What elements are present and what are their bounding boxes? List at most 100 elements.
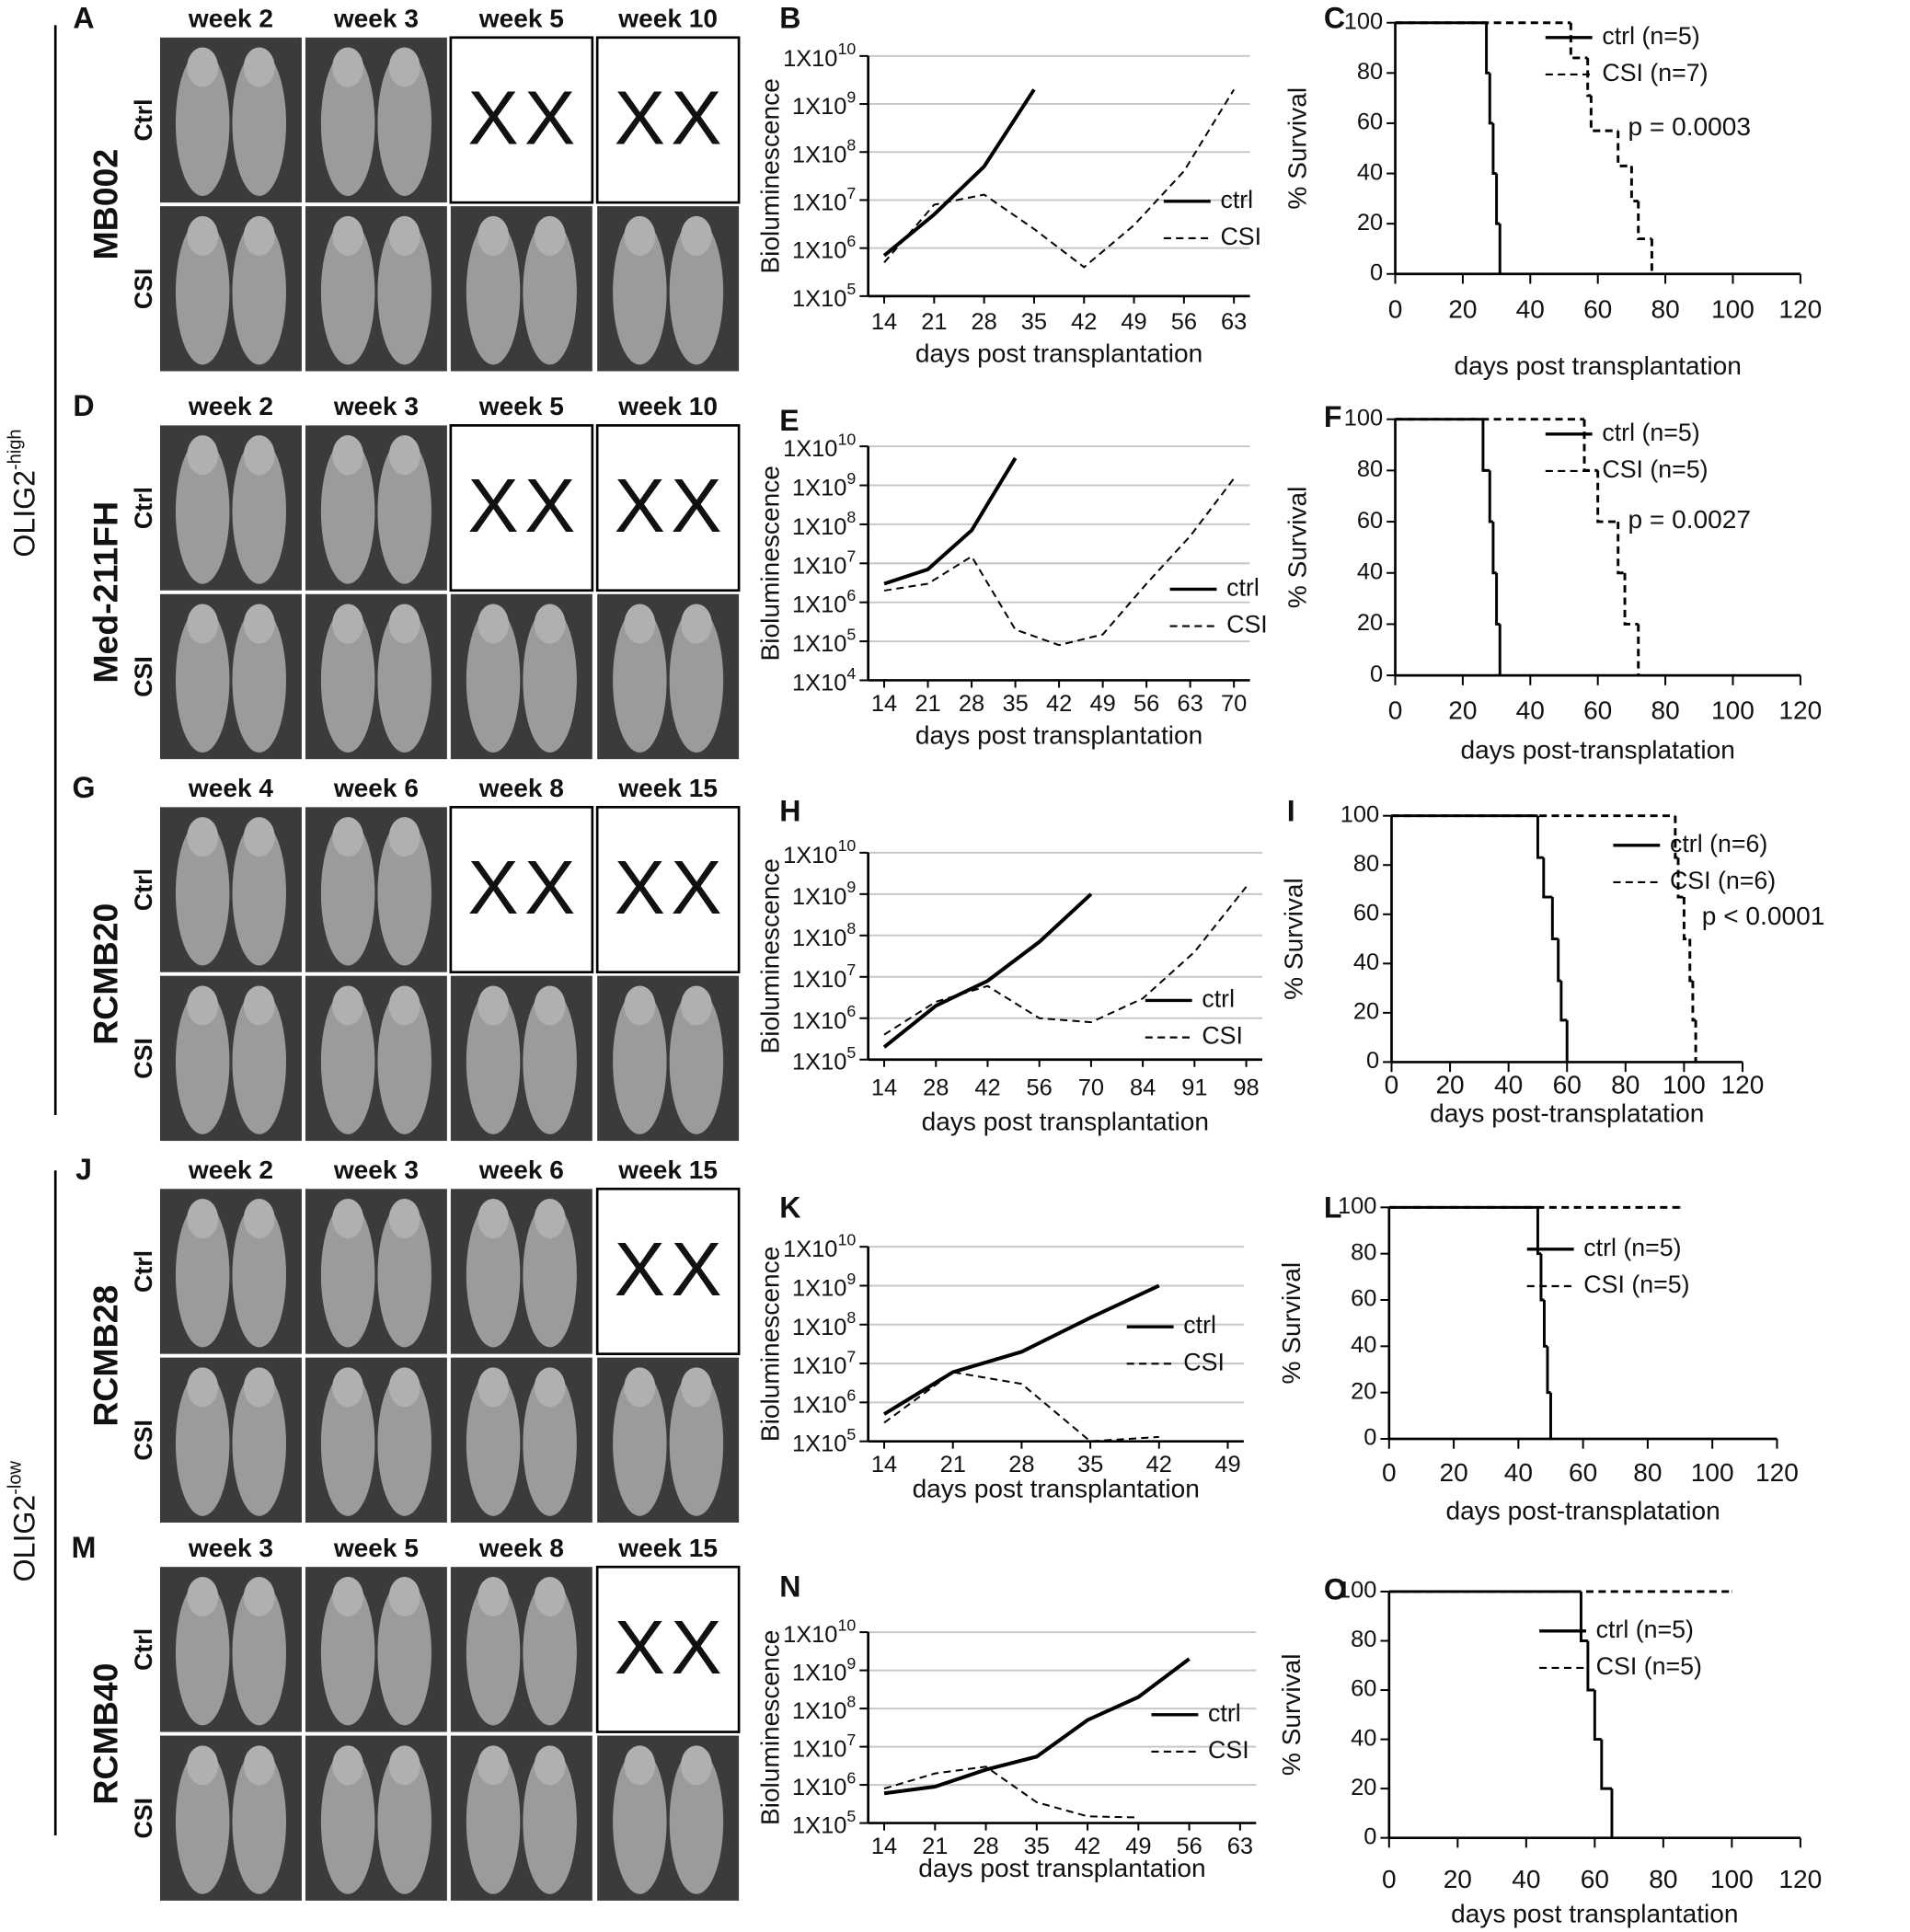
dead-marker: X [524,845,575,930]
x-tick-label: 60 [1553,1071,1582,1099]
x-tick-label: 120 [1778,294,1822,323]
y-axis-title: Bioluminescence [756,78,785,273]
mouse-head [680,215,712,256]
y-tick-label: 0 [1363,1823,1376,1849]
x-tick-label: 14 [871,1452,897,1478]
mouse-head [478,215,509,256]
row-label: CSI [130,1798,157,1839]
x-axis-title: days post transplantation [913,1475,1200,1503]
x-tick-label: 70 [1221,691,1247,717]
mouse [377,438,431,584]
y-tick-label: 100 [1340,801,1379,827]
mouse-head [243,1745,275,1786]
panel-letter: M [72,1531,97,1564]
dead-marker: X [615,1226,665,1312]
mouse-head [243,985,275,1026]
week-label: week 6 [478,1156,564,1184]
x-axis-title: days post transplantation [918,1854,1205,1882]
series-line [883,1371,1159,1443]
mouse [377,1748,431,1894]
mouse [320,989,375,1134]
mouse [232,989,286,1134]
mouse [320,607,375,753]
series-line [883,477,1235,647]
x-tick-label: 28 [1008,1452,1034,1478]
dead-box [449,805,594,974]
annotation: p = 0.0027 [1628,505,1751,534]
dead-marker: X [467,463,518,548]
legend-label: CSI (n=7) [1602,59,1708,86]
y-tick-label: 40 [1351,1332,1376,1358]
y-tick-label: 1X105 [792,1807,856,1839]
mouse [466,1748,521,1894]
mouse [175,438,230,584]
x-tick-label: 0 [1382,1865,1397,1893]
x-tick-label: 14 [871,1834,897,1859]
y-tick-label: 0 [1370,259,1383,285]
mouse [175,219,230,365]
series-line [882,88,1036,258]
mouse-head [680,604,712,644]
mouse-head [332,47,364,87]
mouse-head [243,215,275,256]
mouse [175,607,230,753]
x-tick-label: 80 [1611,1071,1640,1099]
y-axis-title: % Survival [1277,1653,1306,1776]
row-label: CSI [130,1420,157,1461]
week-label: week 8 [478,1534,564,1562]
dead-box [595,424,741,592]
x-tick-label: 91 [1181,1075,1207,1101]
survival-step [1688,938,1693,983]
survival-step [1546,1346,1551,1395]
survival-step [1536,815,1544,859]
panel-letter: B [779,2,800,35]
x-axis-title: days post transplantation [1451,1899,1738,1927]
panel-letter: E [779,404,799,437]
survival-step [1488,470,1493,523]
mouse [613,1748,667,1894]
x-tick-label: 20 [1444,1865,1472,1893]
mouse [232,1580,286,1726]
mouse [320,438,375,584]
mouse-head [243,47,275,87]
x-tick-label: 60 [1583,696,1612,725]
y-tick-label: 100 [1344,405,1383,431]
group-label-main: OLIG2 [8,1495,41,1582]
x-tick-label: 40 [1516,696,1545,725]
y-axis-title: % Survival [1283,487,1312,609]
mouse-head [332,1199,364,1239]
panel-letter: C [1324,2,1345,35]
mouse [466,607,521,753]
mouse-head [187,435,219,476]
y-tick-label: 1X1010 [783,40,856,72]
y-tick-label: 20 [1353,999,1379,1025]
series-line [882,1283,1160,1416]
x-tick-label: 120 [1721,1071,1765,1099]
mouse-head [332,215,364,256]
x-tick-label: 120 [1778,696,1822,725]
week-label: week 3 [188,1534,273,1562]
mouse [232,820,286,966]
mouse-head [187,215,219,256]
legend-label: CSI [1226,611,1268,638]
y-tick-label: 1X108 [792,508,856,540]
mouse [377,1370,431,1516]
mouse [377,1580,431,1726]
survival-step [1557,938,1561,983]
mouse [523,219,577,365]
legend-label: ctrl [1183,1311,1216,1339]
y-tick-label: 1X109 [792,1654,856,1686]
survival-step [1488,73,1493,125]
y-tick-label: 80 [1351,1239,1376,1265]
x-tick-label: 35 [1002,691,1028,717]
mouse-head [388,435,420,476]
y-tick-label: 0 [1363,1425,1376,1451]
y-tick-label: 80 [1351,1627,1376,1652]
week-label: week 3 [333,1156,419,1184]
mouse [175,1580,230,1726]
y-tick-label: 60 [1353,901,1379,926]
x-tick-label: 42 [1071,309,1097,335]
y-tick-label: 1X105 [792,1043,856,1075]
x-tick-label: 63 [1221,309,1247,335]
